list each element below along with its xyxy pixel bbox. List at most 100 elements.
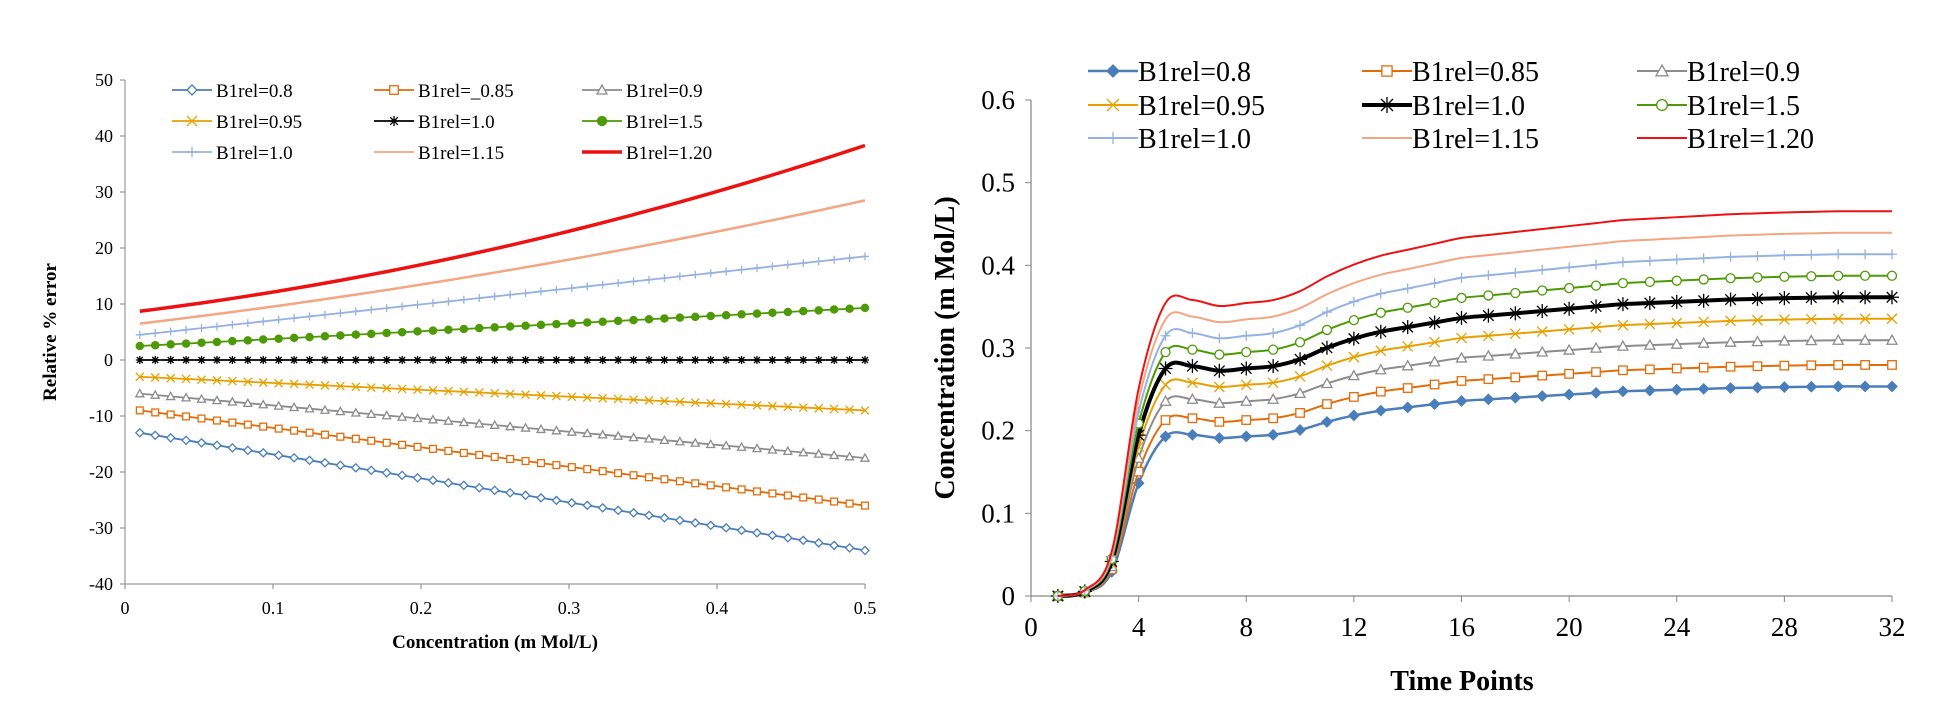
data-point	[1401, 401, 1414, 414]
data-point	[1375, 386, 1386, 397]
data-point	[551, 391, 561, 401]
data-point	[1294, 337, 1306, 348]
data-point	[413, 327, 422, 336]
data-point	[1563, 388, 1576, 401]
data-point	[150, 389, 161, 399]
data-point	[180, 392, 192, 402]
data-point	[1214, 416, 1225, 427]
legend-marker	[1654, 63, 1670, 77]
data-point	[674, 515, 685, 526]
data-point	[397, 327, 407, 337]
data-point	[1832, 380, 1845, 393]
data-point	[752, 264, 761, 273]
relative-error-chart: 50 40 30 20 10 0 -10 -20 -30 -40 0 0.1 0.2 0.3 0.4 0.5 C…	[40, 70, 876, 653]
data-point	[552, 461, 561, 470]
legend-marker	[1379, 97, 1395, 113]
data-point	[274, 424, 283, 433]
data-point	[335, 460, 346, 471]
data-point	[150, 373, 160, 382]
legend-entry: B1rel=_0.85	[374, 81, 514, 102]
data-point	[551, 425, 562, 435]
data-point	[165, 391, 176, 401]
data-point	[660, 356, 669, 364]
data-point	[1805, 380, 1818, 393]
data-point	[336, 309, 345, 318]
data-point	[1670, 337, 1683, 349]
data-point	[506, 290, 515, 299]
data-point	[1644, 318, 1656, 330]
series	[1051, 380, 1898, 602]
data-point	[135, 330, 144, 339]
data-point	[505, 421, 516, 431]
data-point	[474, 418, 485, 428]
data-point	[1187, 328, 1198, 339]
data-point	[1805, 334, 1818, 346]
data-point	[290, 356, 299, 364]
data-point	[737, 310, 746, 319]
data-point	[1131, 428, 1146, 443]
data-point	[1698, 362, 1709, 373]
data-point	[1213, 396, 1226, 408]
data-point	[782, 532, 793, 543]
legend-label: B1rel=0.95	[216, 112, 302, 133]
data-point	[1510, 372, 1521, 383]
x-tick-label: 0	[1024, 612, 1038, 642]
data-point	[1859, 313, 1871, 325]
data-point	[304, 403, 315, 413]
data-point	[1562, 301, 1577, 316]
legend-marker	[1107, 132, 1119, 144]
data-point	[382, 356, 391, 364]
data-point	[258, 447, 269, 458]
legend-marker	[1106, 64, 1120, 78]
data-point	[1483, 270, 1494, 281]
data-point	[382, 304, 391, 313]
data-point	[706, 311, 715, 321]
legend-marker	[1655, 98, 1669, 112]
data-point	[1671, 275, 1682, 286]
y-axis-title: Concentration (m Mol/L)	[930, 196, 961, 499]
data-point	[382, 328, 391, 338]
data-point	[1643, 338, 1656, 350]
data-point	[135, 372, 145, 382]
data-point	[691, 479, 700, 488]
data-point	[351, 382, 361, 392]
data-point	[1456, 332, 1467, 344]
data-point	[1294, 424, 1306, 436]
data-point	[428, 475, 438, 486]
data-point	[197, 324, 206, 333]
data-point	[227, 396, 238, 406]
legend-label: B1rel=1.20	[1687, 124, 1814, 155]
data-point	[520, 422, 531, 432]
data-point	[813, 448, 824, 458]
data-point	[1590, 280, 1602, 291]
data-point	[675, 477, 684, 486]
data-point	[305, 380, 314, 390]
data-point	[520, 490, 531, 501]
data-point	[1669, 294, 1684, 309]
data-point	[212, 322, 221, 331]
data-point	[381, 467, 392, 478]
data-point	[845, 254, 854, 263]
legend-label: B1rel=0.9	[1687, 57, 1800, 88]
data-point	[428, 326, 438, 335]
data-point	[505, 487, 516, 498]
data-point	[1806, 271, 1817, 282]
data-point	[1591, 259, 1602, 270]
data-point	[1374, 363, 1387, 375]
data-point	[1643, 384, 1656, 397]
data-point	[150, 430, 161, 441]
x-tick-label: 0	[121, 598, 130, 618]
data-point	[737, 356, 746, 364]
data-point	[196, 393, 207, 403]
data-point	[1642, 295, 1657, 310]
data-point	[737, 265, 746, 274]
data-point	[845, 405, 855, 415]
series	[1050, 290, 1899, 603]
series	[1057, 231, 1892, 597]
data-point	[150, 340, 160, 350]
legend-label: B1rel=0.95	[1138, 91, 1265, 122]
data-point	[521, 289, 530, 298]
data-point	[382, 438, 391, 447]
data-point	[767, 401, 777, 411]
